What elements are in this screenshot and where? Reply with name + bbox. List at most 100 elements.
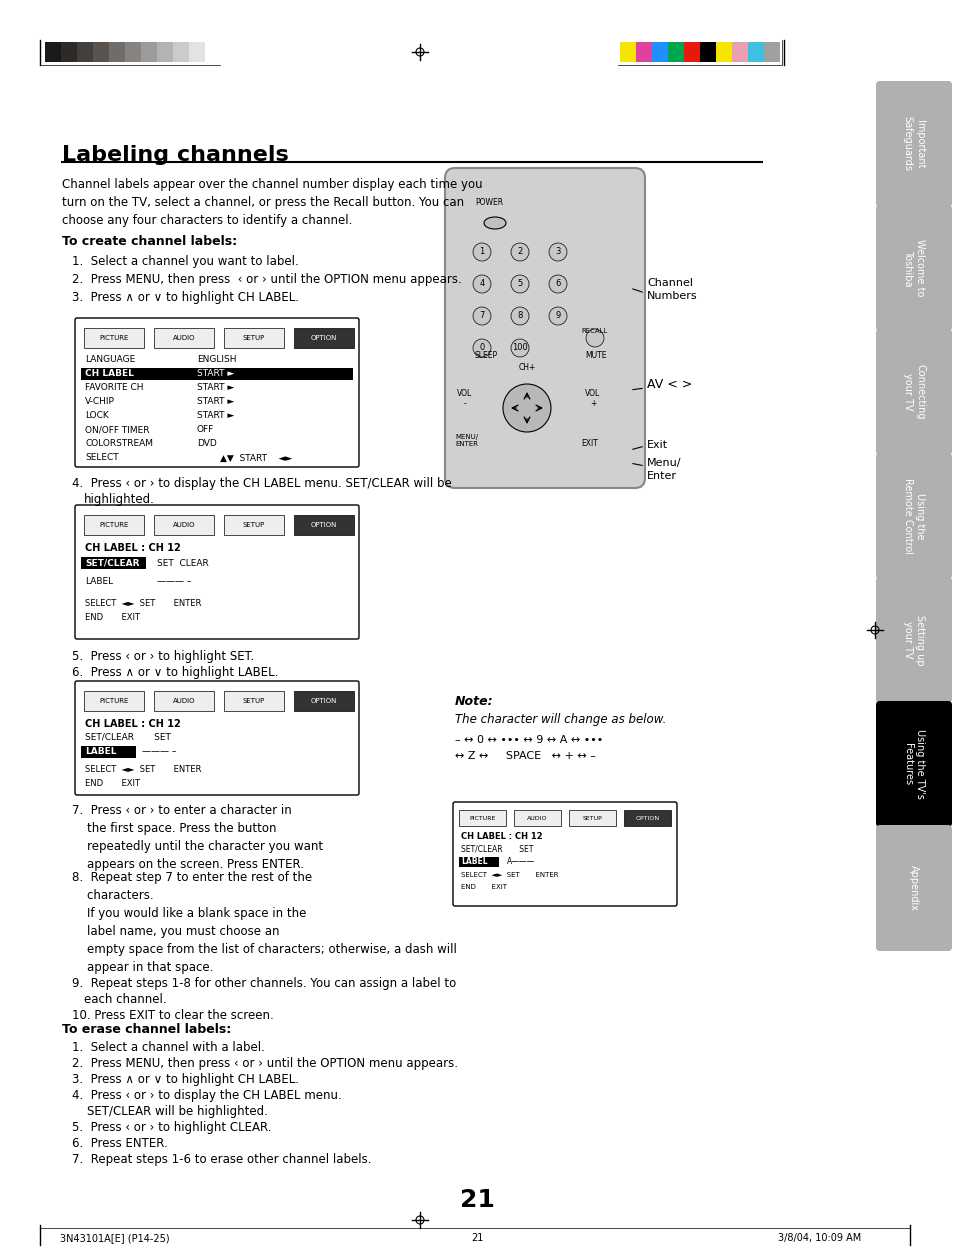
Bar [172,42,189,62]
Text: VOL
+: VOL + [585,388,600,408]
Bar [81,557,146,570]
FancyBboxPatch shape [875,701,951,827]
Text: 4.  Press ‹ or › to display the CH LABEL menu. SET/CLEAR will be: 4. Press ‹ or › to display the CH LABEL … [71,478,452,490]
Circle shape [511,307,529,325]
Text: 100: 100 [512,344,527,353]
Circle shape [473,243,491,261]
Text: PICTURE: PICTURE [99,698,129,704]
Text: PICTURE: PICTURE [99,522,129,528]
Text: Welcome to
Toshiba: Welcome to Toshiba [902,239,924,296]
Bar [205,42,221,62]
Text: END       EXIT: END EXIT [85,779,140,788]
Bar [141,42,157,62]
FancyBboxPatch shape [453,803,677,906]
Text: highlighted.: highlighted. [84,493,154,507]
Text: each channel.: each channel. [84,993,167,1005]
Bar [224,515,284,535]
Bar [45,42,61,62]
Text: Important
Safeguards: Important Safeguards [902,116,924,171]
Text: EXIT: EXIT [581,438,598,449]
Circle shape [473,307,491,325]
Circle shape [548,243,566,261]
Text: 3.  Press ∧ or ∨ to highlight CH LABEL.: 3. Press ∧ or ∨ to highlight CH LABEL. [71,1074,298,1086]
Bar [92,42,109,62]
Bar [731,42,747,62]
Text: A———: A——— [506,858,535,867]
Bar [61,42,77,62]
Text: 1.  Select a channel with a label.: 1. Select a channel with a label. [71,1041,265,1055]
Text: V-CHIP: V-CHIP [85,397,114,407]
Text: Exit: Exit [646,440,667,450]
Text: SET/CLEAR       SET: SET/CLEAR SET [85,733,171,742]
Text: OFF: OFF [196,426,214,435]
Bar [716,42,731,62]
Text: SETUP: SETUP [243,698,265,704]
Text: RECALL: RECALL [581,328,608,334]
Text: LABEL: LABEL [85,577,113,586]
Text: – ↔ 0 ↔ ••• ↔ 9 ↔ A ↔ •••: – ↔ 0 ↔ ••• ↔ 9 ↔ A ↔ ••• [455,735,602,745]
Text: VOL
-: VOL - [456,388,472,408]
Text: OPTION: OPTION [635,815,659,820]
Text: To erase channel labels:: To erase channel labels: [62,1023,231,1036]
Text: COLORSTREAM: COLORSTREAM [85,440,152,449]
Bar [84,328,144,348]
Circle shape [548,275,566,294]
Bar [651,42,667,62]
FancyBboxPatch shape [875,454,951,580]
Text: AUDIO: AUDIO [172,698,195,704]
Text: 6.  Press ENTER.: 6. Press ENTER. [71,1137,168,1150]
Text: 4.  Press ‹ or › to display the CH LABEL menu.: 4. Press ‹ or › to display the CH LABEL … [71,1089,341,1102]
Text: OPTION: OPTION [311,698,336,704]
Bar [458,810,505,827]
Bar [224,328,284,348]
Circle shape [511,339,529,357]
Text: SETUP: SETUP [243,335,265,341]
Bar [667,42,683,62]
Text: LANGUAGE: LANGUAGE [85,355,135,364]
Text: 7: 7 [478,311,484,320]
Text: SELECT  ◄►  SET       ENTER: SELECT ◄► SET ENTER [460,872,558,878]
Bar [224,690,284,711]
Text: AUDIO: AUDIO [527,815,547,820]
Bar [81,368,353,381]
FancyBboxPatch shape [875,329,951,455]
Text: 2: 2 [517,247,522,257]
Text: 0: 0 [478,344,484,353]
Ellipse shape [483,217,505,229]
Text: SET/CLEAR will be highlighted.: SET/CLEAR will be highlighted. [71,1105,268,1118]
Text: AV < >: AV < > [646,378,692,391]
Circle shape [502,384,551,432]
Text: Setting up
your TV: Setting up your TV [902,615,924,665]
Text: AUDIO: AUDIO [172,522,195,528]
FancyBboxPatch shape [75,505,358,639]
FancyBboxPatch shape [444,168,644,488]
Text: 6: 6 [555,280,560,289]
Text: ▲▼  START    ◄►: ▲▼ START ◄► [196,454,292,462]
Text: SELECT  ◄►  SET       ENTER: SELECT ◄► SET ENTER [85,765,201,774]
Text: ——— –: ——— – [157,577,192,586]
Text: 8.  Repeat step 7 to enter the rest of the
    characters.
    If you would like: 8. Repeat step 7 to enter the rest of th… [71,871,456,974]
Text: START ►: START ► [196,369,234,378]
Text: 10. Press EXIT to clear the screen.: 10. Press EXIT to clear the screen. [71,1009,274,1022]
Text: END       EXIT: END EXIT [85,614,140,622]
Bar [84,690,144,711]
Text: SET/CLEAR       SET: SET/CLEAR SET [460,844,533,853]
Bar [683,42,700,62]
Text: CH+: CH+ [517,363,536,372]
Text: Channel labels appear over the channel number display each time you
turn on the : Channel labels appear over the channel n… [62,178,482,227]
Text: Menu/
Enter: Menu/ Enter [646,457,680,481]
Text: START ►: START ► [196,397,234,407]
Text: ↔ Z ↔     SPACE   ↔ + ↔ –: ↔ Z ↔ SPACE ↔ + ↔ – [455,751,596,761]
Circle shape [548,307,566,325]
Text: SLEEP: SLEEP [475,352,497,360]
Text: POWER: POWER [475,198,502,207]
Text: SET/CLEAR: SET/CLEAR [85,558,139,567]
Text: ENGLISH: ENGLISH [196,355,236,364]
Text: 1: 1 [478,247,484,257]
Bar [294,690,354,711]
Bar [109,42,125,62]
Bar [514,810,560,827]
Text: 4: 4 [478,280,484,289]
Text: MUTE: MUTE [584,352,606,360]
Circle shape [473,275,491,294]
